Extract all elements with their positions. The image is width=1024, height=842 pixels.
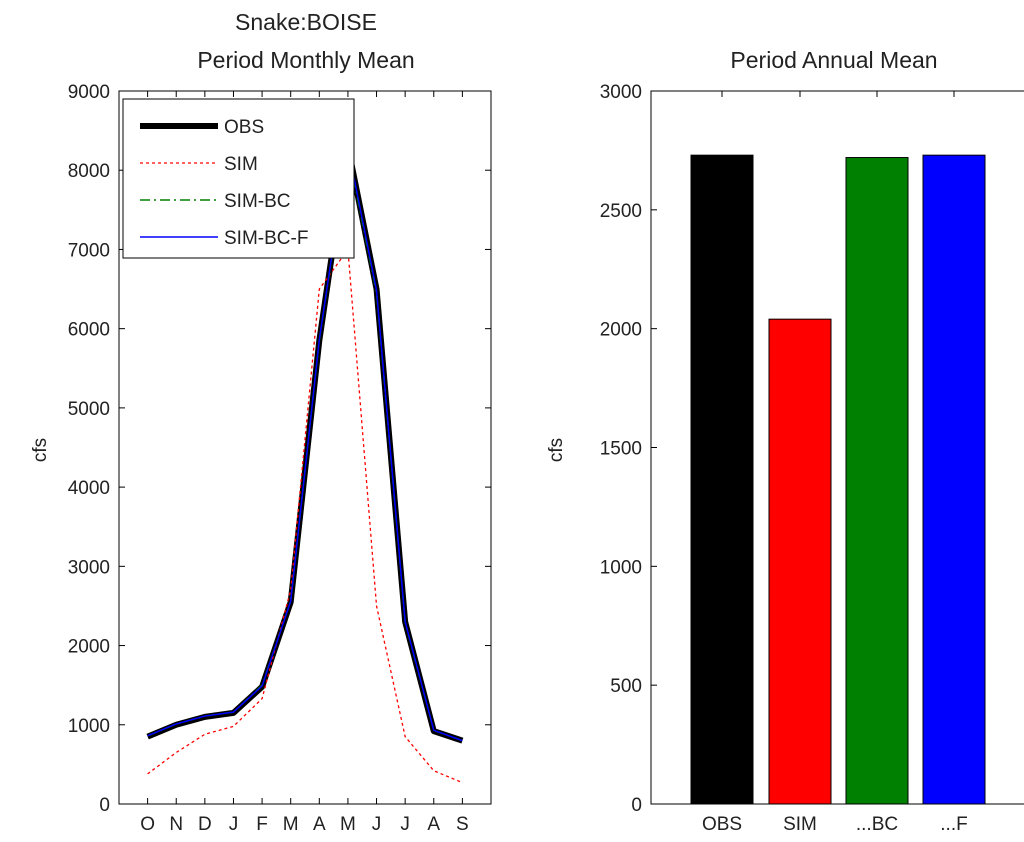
x-tick-label: J <box>372 814 382 835</box>
x-tick-label: M <box>283 814 299 835</box>
x-tick-label: A <box>313 814 326 835</box>
x-tick-label: ...BC <box>856 814 898 835</box>
legend-label-sim-bc: SIM-BC <box>224 191 291 212</box>
bar-f <box>922 154 986 805</box>
y-tick-label: 9000 <box>68 82 110 103</box>
legend-label-sim-bc-f: SIM-BC-F <box>224 228 308 249</box>
x-tick-label: A <box>427 814 440 835</box>
legend-label-obs: OBS <box>224 117 264 138</box>
y-tick-label: 0 <box>631 795 642 816</box>
bar-bc <box>845 157 909 805</box>
y-tick-label: 8000 <box>68 161 110 182</box>
y-tick-label: 500 <box>610 676 642 697</box>
x-tick-label: D <box>198 814 212 835</box>
y-tick-label: 2000 <box>68 637 110 658</box>
bar-obs <box>690 154 754 805</box>
y-tick-label: 4000 <box>68 478 110 499</box>
bar-chart-title: Period Annual Mean <box>730 47 937 73</box>
line-chart-y-axis-label: cfs <box>30 438 51 462</box>
x-tick-label: M <box>340 814 356 835</box>
y-tick-label: 5000 <box>68 399 110 420</box>
x-tick-label: SIM <box>783 814 817 835</box>
x-tick-label: O <box>140 814 155 835</box>
series-line-sim <box>147 248 463 784</box>
monthly-mean-line-chart: Snake:BOISE Period Monthly Mean cfs 0 100… <box>30 9 492 835</box>
y-tick-label: 2500 <box>600 201 642 222</box>
y-tick-label: 2000 <box>600 320 642 341</box>
legend-label-sim: SIM <box>224 154 258 175</box>
line-chart-axes-box <box>118 90 492 805</box>
x-tick-label: J <box>229 814 239 835</box>
y-tick-label: 1000 <box>68 716 110 737</box>
x-tick-label: OBS <box>702 814 742 835</box>
y-tick-label: 6000 <box>68 320 110 341</box>
y-tick-label: 7000 <box>68 240 110 261</box>
bar-chart-y-axis-label: cfs <box>546 438 567 462</box>
y-tick-label: 1000 <box>600 557 642 578</box>
x-tick-label: N <box>169 814 183 835</box>
line-chart-legend: OBS SIM SIM-BC SIM-BC-F <box>122 98 355 259</box>
series-line-sim-bc-f <box>147 146 463 742</box>
y-tick-label: 3000 <box>600 82 642 103</box>
y-tick-label: 1500 <box>600 439 642 460</box>
x-tick-label: ...F <box>940 814 967 835</box>
x-tick-label: F <box>256 814 268 835</box>
bar-sim <box>768 318 832 805</box>
y-tick-label: 3000 <box>68 557 110 578</box>
y-tick-label: 0 <box>99 795 110 816</box>
x-tick-label: J <box>400 814 410 835</box>
annual-mean-bar-chart: Period Annual Mean cfs 0 500 1000 1500 2000 2… <box>546 47 1024 835</box>
line-chart-title: Snake:BOISE <box>235 9 377 35</box>
x-tick-label: S <box>456 814 469 835</box>
line-chart-subtitle: Period Monthly Mean <box>197 47 414 73</box>
